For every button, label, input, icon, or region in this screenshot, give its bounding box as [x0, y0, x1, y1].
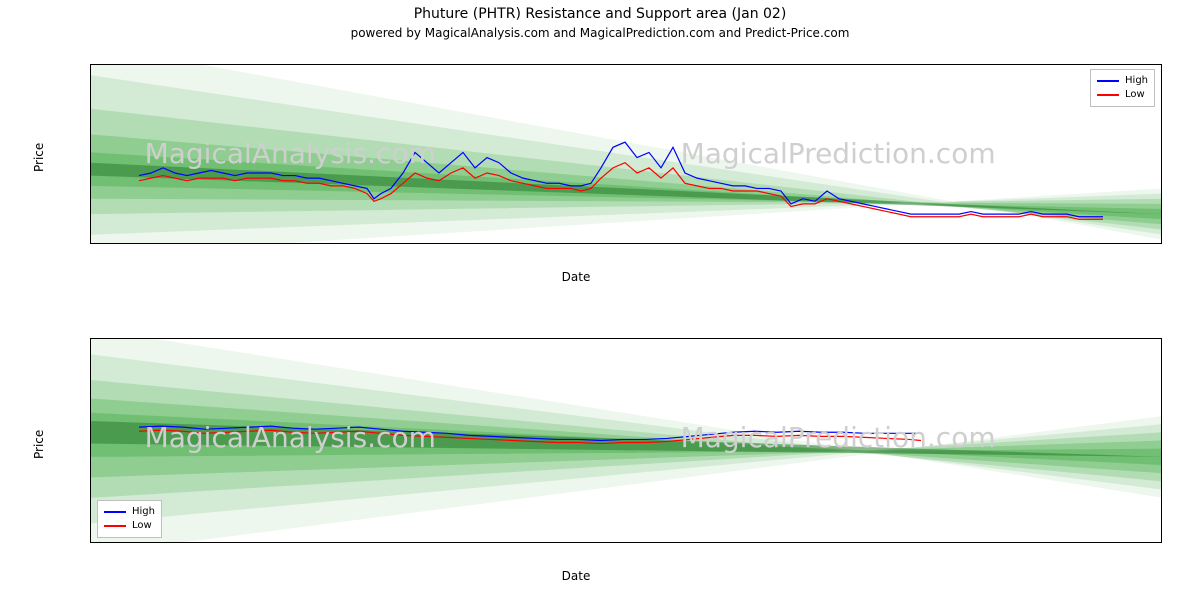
legend-swatch [104, 525, 126, 527]
legend-swatch [1097, 94, 1119, 96]
x-tick [271, 243, 272, 244]
legend-item: High [1097, 74, 1148, 88]
x-tick [1131, 542, 1132, 543]
legend-item: Low [104, 519, 155, 533]
x-tick [656, 542, 657, 543]
x-tick [1103, 243, 1104, 244]
x-tick [685, 243, 686, 244]
chart-panel-1: MagicalAnalysis.comMagicalPrediction.com… [90, 64, 1162, 244]
x-tick [479, 243, 480, 244]
legend-item: Low [1097, 88, 1148, 102]
legend-swatch [1097, 80, 1119, 82]
x-tick [791, 243, 792, 244]
legend: HighLow [1090, 69, 1155, 107]
y-tick [90, 122, 91, 123]
x-tick [806, 542, 807, 543]
y-tick [90, 513, 91, 514]
y-axis-label-2: Price [32, 429, 46, 458]
x-tick [999, 243, 1000, 244]
chart-title: Phuture (PHTR) Resistance and Support ar… [0, 6, 1200, 22]
x-tick [374, 243, 375, 244]
legend-label: High [132, 505, 155, 519]
y-tick [90, 173, 91, 174]
legend: HighLow [97, 500, 162, 538]
y-tick [90, 411, 91, 412]
y-axis-label-1: Price [32, 143, 46, 172]
chart-panel-2: MagicalAnalysis.comMagicalPrediction.com… [90, 338, 1162, 543]
y-tick [90, 70, 91, 71]
y-tick [90, 224, 91, 225]
x-tick [486, 542, 487, 543]
x-tick [336, 542, 337, 543]
x-tick [167, 243, 168, 244]
legend-label: High [1125, 74, 1148, 88]
legend-swatch [104, 511, 126, 513]
x-tick [171, 542, 172, 543]
y-tick [90, 462, 91, 463]
x-axis-label-2: Date [526, 569, 626, 583]
legend-item: High [104, 505, 155, 519]
x-tick [581, 243, 582, 244]
chart-subtitle: powered by MagicalAnalysis.com and Magic… [0, 26, 1200, 40]
legend-label: Low [132, 519, 152, 533]
legend-label: Low [1125, 88, 1145, 102]
x-axis-label-1: Date [526, 270, 626, 284]
x-tick [897, 243, 898, 244]
x-tick [986, 542, 987, 543]
chart-svg [91, 65, 1162, 244]
chart-svg [91, 339, 1162, 543]
y-tick [90, 360, 91, 361]
